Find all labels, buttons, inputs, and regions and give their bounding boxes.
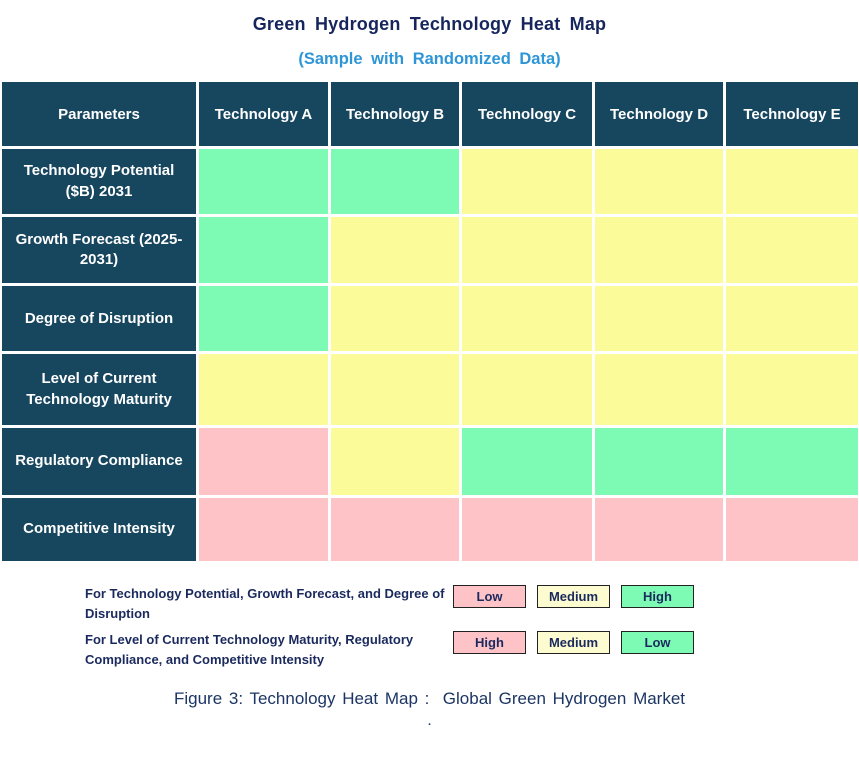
heatmap-cell xyxy=(726,354,858,425)
column-header: Technology A xyxy=(199,82,328,146)
heatmap-cell xyxy=(726,498,858,561)
heatmap-cell xyxy=(199,498,328,561)
heatmap-cell xyxy=(331,217,459,283)
heatmap-cell xyxy=(595,217,723,283)
heatmap-cell xyxy=(331,286,459,351)
page-subtitle: (Sample with Randomized Data) xyxy=(298,50,561,68)
legend-swatch-low: Low xyxy=(621,631,694,654)
heatmap-cell xyxy=(331,428,459,495)
heatmap-cell xyxy=(462,354,592,425)
heatmap-cell xyxy=(462,217,592,283)
heatmap-cell xyxy=(726,286,858,351)
legend-swatch-medium: Medium xyxy=(537,631,610,654)
heatmap-cell xyxy=(331,149,459,214)
heatmap-legend: For Technology Potential, Growth Forecas… xyxy=(85,584,785,669)
heatmap-grid: Parameters Technology A Technology B Techno… xyxy=(2,82,858,561)
column-header: Technology E xyxy=(726,82,858,146)
page-title: Green Hydrogen Technology Heat Map xyxy=(252,14,607,34)
legend-row: For Level of Current Technology Maturity… xyxy=(85,630,785,669)
heatmap-cell xyxy=(726,428,858,495)
heatmap-cell xyxy=(199,149,328,214)
heatmap-cell xyxy=(331,498,459,561)
heatmap-cell xyxy=(595,286,723,351)
heatmap-cell xyxy=(199,217,328,283)
heatmap-cell xyxy=(462,149,592,214)
heatmap-cell xyxy=(199,286,328,351)
column-header: Technology C xyxy=(462,82,592,146)
legend-label: For Technology Potential, Growth Forecas… xyxy=(85,586,445,621)
column-header: Technology D xyxy=(595,82,723,146)
heatmap-cell xyxy=(595,149,723,214)
column-header: Technology B xyxy=(331,82,459,146)
heatmap-cell xyxy=(462,498,592,561)
parameters-header: Parameters xyxy=(2,82,196,146)
heatmap-cell xyxy=(726,149,858,214)
row-label: Growth Forecast (2025-2031) xyxy=(2,217,196,283)
heatmap-cell xyxy=(462,428,592,495)
legend-swatch-medium: Medium xyxy=(537,585,610,608)
heatmap-cell xyxy=(199,428,328,495)
heatmap-cell xyxy=(595,498,723,561)
heatmap-cell xyxy=(595,354,723,425)
heatmap-cell xyxy=(726,217,858,283)
heatmap-cell xyxy=(595,428,723,495)
legend-swatches: High Medium Low xyxy=(453,631,694,654)
heatmap-cell xyxy=(199,354,328,425)
row-label: Competitive Intensity xyxy=(2,498,196,561)
row-label: Regulatory Compliance xyxy=(2,428,196,495)
legend-row: For Technology Potential, Growth Forecas… xyxy=(85,584,785,623)
figure-caption: Figure 3: Technology Heat Map : Global G… xyxy=(173,689,686,708)
legend-swatch-high: High xyxy=(621,585,694,608)
legend-swatches: Low Medium High xyxy=(453,585,694,608)
heatmap-cell xyxy=(462,286,592,351)
row-label: Degree of Disruption xyxy=(2,286,196,351)
heatmap-cell xyxy=(331,354,459,425)
row-label: Technology Potential ($B) 2031 xyxy=(2,149,196,214)
footnote-dot: . xyxy=(427,716,432,728)
legend-swatch-high: High xyxy=(453,631,526,654)
row-label: Level of Current Technology Maturity xyxy=(2,354,196,425)
legend-swatch-low: Low xyxy=(453,585,526,608)
legend-label: For Level of Current Technology Maturity… xyxy=(85,632,414,667)
